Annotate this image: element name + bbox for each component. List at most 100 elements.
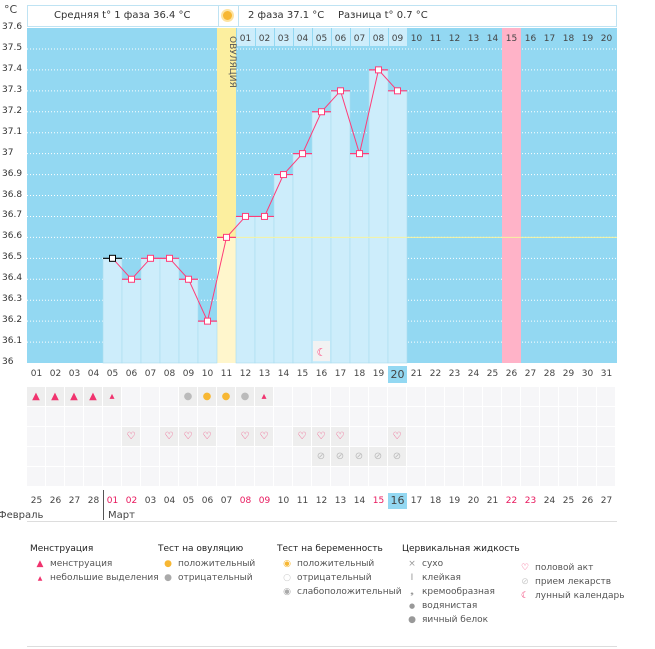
day-number[interactable]: 04 (87, 369, 100, 379)
log-cell[interactable] (312, 387, 330, 406)
log-cell[interactable] (426, 447, 444, 466)
log-cell[interactable] (331, 407, 349, 426)
heart-icon[interactable]: ♡ (122, 427, 140, 446)
log-cell-big[interactable]: ▲ (46, 387, 64, 406)
pill-icon[interactable]: ⊘ (388, 447, 406, 466)
log-cell-ov-pos[interactable]: ● (217, 387, 235, 406)
log-cell[interactable] (255, 407, 273, 426)
log-cell[interactable] (217, 467, 235, 486)
log-cell[interactable] (369, 407, 387, 426)
log-cell[interactable] (350, 467, 368, 486)
log-cell[interactable] (141, 447, 159, 466)
heart-icon[interactable]: ♡ (179, 427, 197, 446)
log-cell[interactable] (65, 427, 83, 446)
day-number[interactable]: 06 (125, 369, 138, 379)
log-cell[interactable] (350, 427, 368, 446)
day-number[interactable]: 10 (201, 369, 214, 379)
date-number[interactable]: 08 (239, 496, 252, 506)
log-cell[interactable] (46, 447, 64, 466)
date-number[interactable]: 09 (258, 496, 271, 506)
day-number[interactable]: 02 (49, 369, 62, 379)
log-cell[interactable] (540, 467, 558, 486)
date-number[interactable]: 02 (125, 496, 138, 506)
day-number[interactable]: 05 (106, 369, 119, 379)
log-cell[interactable] (27, 427, 45, 446)
date-number[interactable]: 22 (505, 496, 518, 506)
log-cell-ov-pos[interactable]: ● (198, 387, 216, 406)
day-number[interactable]: 26 (505, 369, 518, 379)
log-cell[interactable] (578, 387, 596, 406)
log-cell-small[interactable]: ▴ (255, 387, 273, 406)
log-cell[interactable] (255, 467, 273, 486)
log-cell[interactable] (369, 427, 387, 446)
log-cell[interactable] (236, 407, 254, 426)
day-number[interactable]: 27 (524, 369, 537, 379)
log-cell[interactable] (122, 447, 140, 466)
log-cell[interactable] (521, 407, 539, 426)
pill-icon[interactable]: ⊘ (331, 447, 349, 466)
day-number[interactable]: 31 (600, 369, 613, 379)
log-cell[interactable] (464, 387, 482, 406)
log-cell[interactable] (198, 407, 216, 426)
log-cell[interactable] (312, 467, 330, 486)
heart-icon[interactable]: ♡ (236, 427, 254, 446)
log-cell[interactable] (426, 427, 444, 446)
log-cell[interactable] (65, 447, 83, 466)
log-cell[interactable] (483, 447, 501, 466)
log-cell[interactable] (597, 447, 615, 466)
date-number[interactable]: 17 (410, 496, 423, 506)
day-number[interactable]: 29 (562, 369, 575, 379)
log-cell[interactable] (103, 407, 121, 426)
log-cell[interactable] (369, 467, 387, 486)
log-cell[interactable] (445, 467, 463, 486)
log-cell[interactable] (198, 467, 216, 486)
day-number[interactable]: 22 (429, 369, 442, 379)
date-number[interactable]: 27 (600, 496, 613, 506)
log-cell[interactable] (597, 427, 615, 446)
day-number[interactable]: 01 (30, 369, 43, 379)
date-number[interactable]: 25 (30, 496, 43, 506)
day-number[interactable]: 30 (581, 369, 594, 379)
log-cell[interactable] (179, 407, 197, 426)
log-cell[interactable] (388, 407, 406, 426)
date-number[interactable]: 26 (581, 496, 594, 506)
log-cell[interactable] (540, 407, 558, 426)
day-number[interactable]: 20 (388, 366, 407, 383)
log-cell[interactable] (46, 407, 64, 426)
day-number[interactable]: 09 (182, 369, 195, 379)
date-number[interactable]: 27 (68, 496, 81, 506)
log-cell[interactable] (84, 427, 102, 446)
log-cell[interactable] (502, 427, 520, 446)
log-cell[interactable] (388, 387, 406, 406)
log-cell-big[interactable]: ▲ (84, 387, 102, 406)
log-cell[interactable] (407, 467, 425, 486)
log-cell[interactable] (521, 427, 539, 446)
log-cell-small[interactable]: ▴ (103, 387, 121, 406)
log-cell[interactable] (540, 427, 558, 446)
log-cell[interactable] (274, 447, 292, 466)
day-number[interactable]: 17 (334, 369, 347, 379)
log-cell[interactable] (274, 407, 292, 426)
log-cell[interactable] (179, 447, 197, 466)
log-cell[interactable] (388, 467, 406, 486)
log-cell[interactable] (198, 447, 216, 466)
heart-icon[interactable]: ♡ (255, 427, 273, 446)
log-cell[interactable] (350, 407, 368, 426)
date-number[interactable]: 16 (388, 493, 407, 509)
log-cell[interactable] (597, 467, 615, 486)
pill-icon[interactable]: ⊘ (350, 447, 368, 466)
log-cell[interactable] (65, 407, 83, 426)
day-number[interactable]: 11 (220, 369, 233, 379)
date-number[interactable]: 10 (277, 496, 290, 506)
day-number[interactable]: 03 (68, 369, 81, 379)
date-number[interactable]: 25 (562, 496, 575, 506)
log-cell[interactable] (312, 407, 330, 426)
log-cell[interactable] (217, 407, 235, 426)
log-cell[interactable] (540, 447, 558, 466)
log-cell[interactable] (483, 407, 501, 426)
log-cell[interactable] (407, 407, 425, 426)
day-number[interactable]: 12 (239, 369, 252, 379)
log-cell[interactable] (559, 387, 577, 406)
date-number[interactable]: 26 (49, 496, 62, 506)
log-cell[interactable] (445, 407, 463, 426)
